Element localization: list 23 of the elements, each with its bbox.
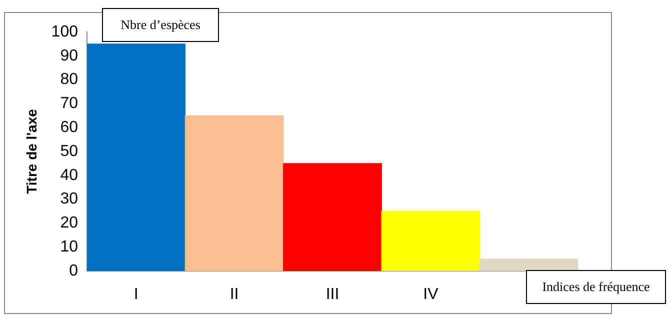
bar [87,44,186,271]
y-tick-label: 80 [60,71,78,88]
y-tick-label: 20 [60,214,78,232]
bar [479,258,578,271]
y-tick-label: 30 [60,190,78,208]
x-tick-label: IV [423,286,439,304]
y-tick-label: 70 [60,95,78,112]
y-tick-label: 60 [60,119,78,136]
bar [184,115,284,271]
x-axis-title: Indices de fréquence [526,270,666,304]
x-tick-label: III [326,286,340,304]
y-tick-label: 10 [60,238,78,256]
bar [381,210,480,271]
y-tick-label: 50 [60,142,78,160]
annotation: Nbre d’espèces [102,8,219,42]
y-tick-label: 100 [51,23,78,40]
y-tick-label: 0 [69,262,78,280]
x-tick-label: I [134,286,138,304]
y-axis-title: Titre de l'axe [23,108,40,194]
y-tick-label: 40 [60,166,78,184]
bar [283,163,382,271]
x-tick-label: II [230,286,239,304]
y-tick-label: 90 [60,47,78,64]
